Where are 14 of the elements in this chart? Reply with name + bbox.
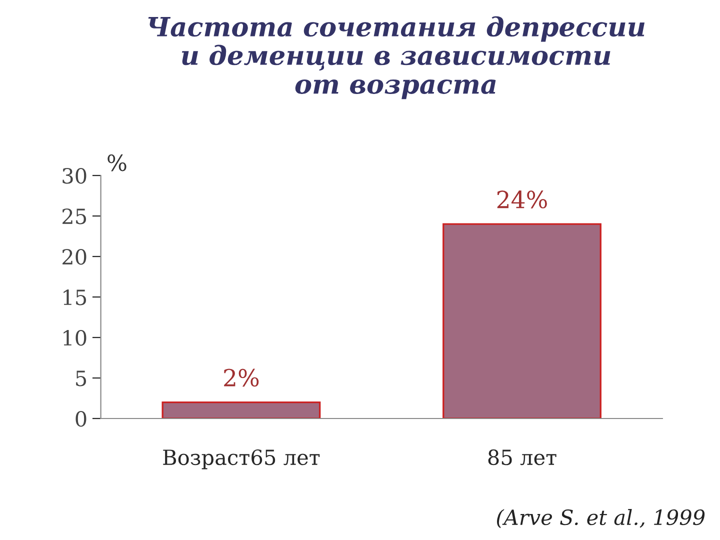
y-tick-label: 20 [62, 248, 86, 265]
y-tick-label: 30 [62, 168, 86, 184]
chart-title: Частота сочетания депрессии и деменции в зависимости от возраста [148, 16, 645, 100]
y-tick-label: 0 [76, 410, 86, 427]
y-tick-label: 5 [76, 370, 86, 386]
y-axis-title: % [108, 154, 126, 172]
data-label: 24% [497, 190, 547, 208]
data-label: 2% [224, 368, 259, 387]
y-tick-label: 25 [62, 208, 86, 224]
x-tick-label: 85 лет [488, 449, 556, 466]
x-tick-label: Возраст65 лет [163, 449, 320, 470]
y-tick-label: 10 [64, 330, 86, 346]
y-tick-label: 15 [64, 289, 86, 306]
text: (Arve S. et al., 1999 [497, 509, 705, 528]
